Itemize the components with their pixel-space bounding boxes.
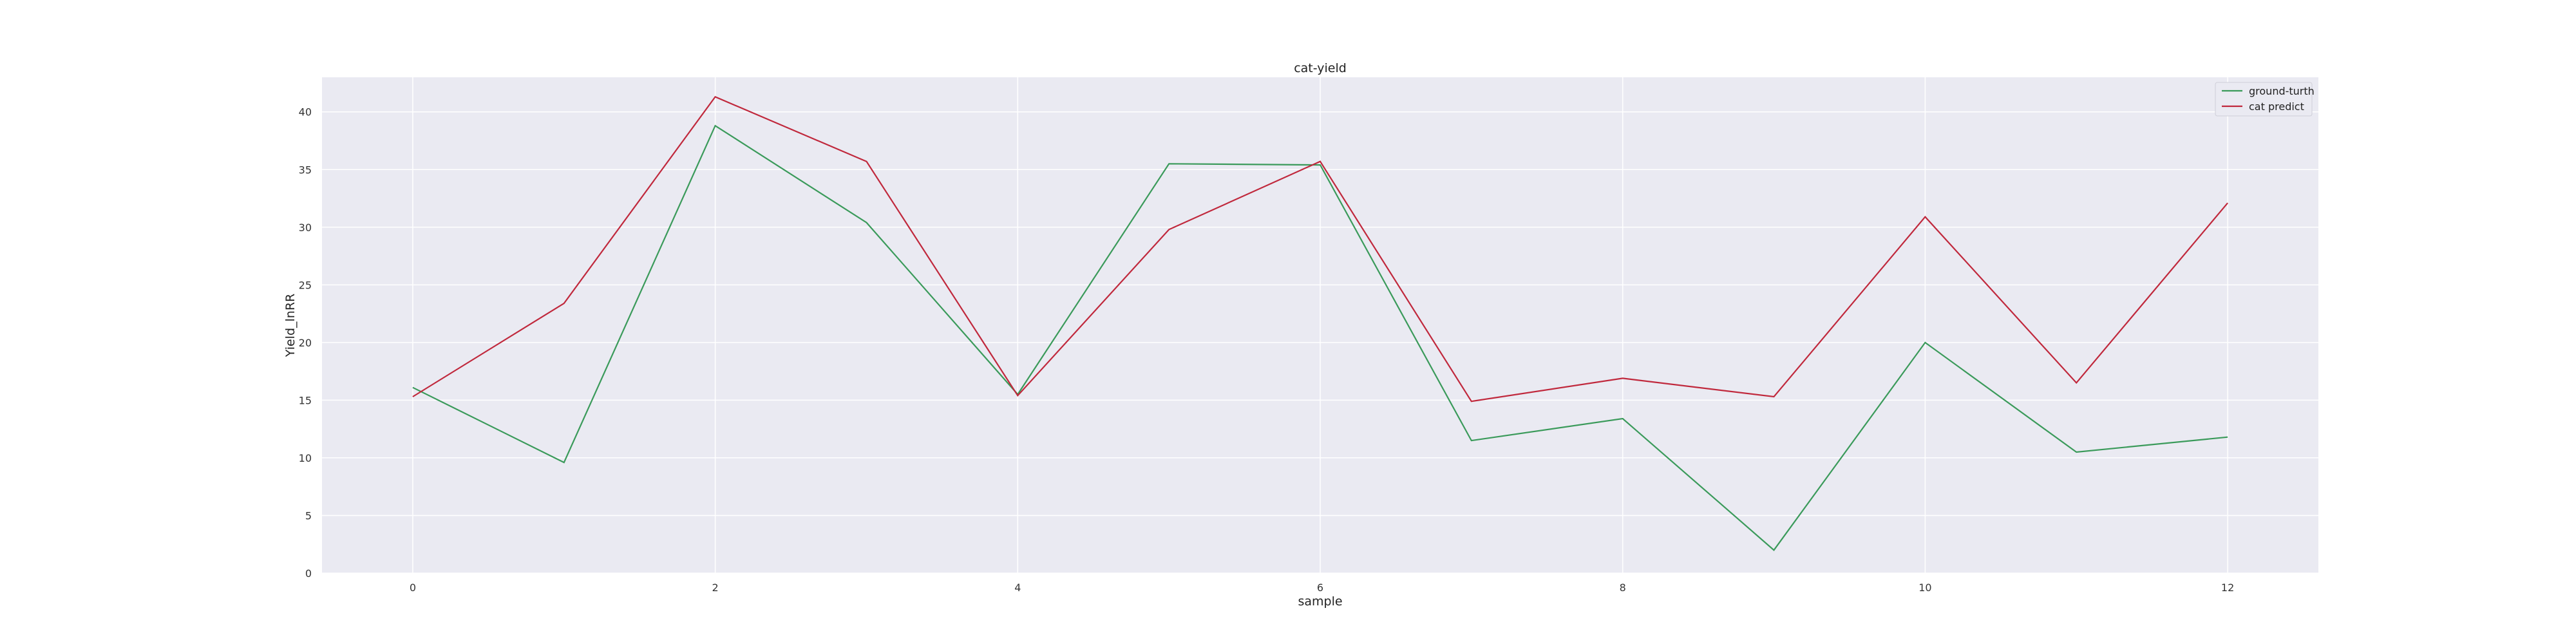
legend: ground-turth cat predict bbox=[2215, 82, 2315, 117]
y-tick-label: 40 bbox=[299, 106, 312, 118]
y-tick-label: 20 bbox=[299, 337, 312, 349]
x-tick-label: 8 bbox=[1620, 582, 1626, 594]
x-tick-label: 0 bbox=[410, 582, 416, 594]
x-tick-label: 12 bbox=[2221, 582, 2234, 594]
y-tick-label: 5 bbox=[305, 509, 312, 522]
grid-lines bbox=[322, 77, 2318, 574]
x-axis-ticks: 0 2 4 6 8 10 12 bbox=[410, 582, 2234, 594]
series-lines bbox=[412, 96, 2228, 551]
x-tick-label: 4 bbox=[1014, 582, 1021, 594]
x-tick-label: 10 bbox=[1918, 582, 1931, 594]
x-tick-label: 6 bbox=[1317, 582, 1323, 594]
y-axis-ticks: 0 5 10 15 20 25 30 35 40 bbox=[299, 106, 312, 580]
series-line-cat-predict bbox=[412, 96, 2228, 402]
y-tick-label: 0 bbox=[305, 567, 312, 580]
y-tick-label: 25 bbox=[299, 279, 312, 291]
y-tick-label: 35 bbox=[299, 164, 312, 176]
y-tick-label: 30 bbox=[299, 222, 312, 234]
y-axis-label: Yield_lnRR bbox=[283, 294, 298, 357]
series-line-ground-turth bbox=[412, 124, 2228, 551]
y-tick-label: 10 bbox=[299, 452, 312, 464]
legend-label: ground-turth bbox=[2249, 85, 2315, 97]
y-tick-label: 15 bbox=[299, 394, 312, 406]
chart-title: cat-yield bbox=[1294, 61, 1347, 75]
x-tick-label: 2 bbox=[712, 582, 719, 594]
x-axis-label: sample bbox=[1298, 594, 1342, 609]
legend-label: cat predict bbox=[2249, 100, 2304, 113]
